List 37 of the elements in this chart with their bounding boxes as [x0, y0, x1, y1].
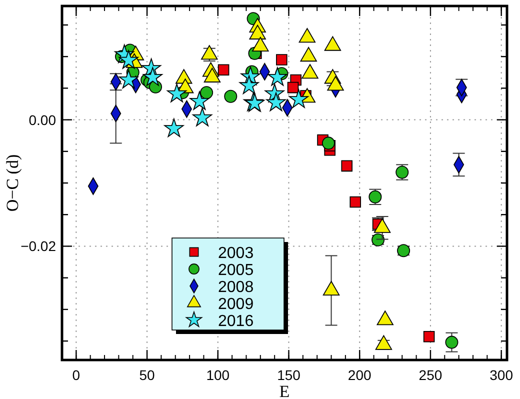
- x-tick-label: 0: [72, 367, 80, 383]
- x-tick-label: 100: [206, 367, 230, 383]
- point: [218, 64, 230, 76]
- point: [350, 196, 362, 208]
- point: [423, 330, 435, 342]
- point: [167, 84, 187, 102]
- legend-label: 2016: [218, 313, 254, 330]
- point: [322, 136, 335, 150]
- legend-label: 2008: [218, 279, 254, 296]
- x-axis-title: E: [279, 382, 290, 399]
- y-axis-title: O−C (d): [3, 154, 22, 212]
- point: [276, 54, 288, 66]
- legend-label: 2009: [218, 296, 254, 313]
- point: [266, 92, 286, 112]
- point: [288, 89, 308, 108]
- point: [118, 70, 138, 88]
- point: [142, 67, 162, 86]
- legend-label: 2003: [218, 245, 254, 262]
- point: [239, 75, 259, 94]
- x-tick-label: 200: [348, 367, 372, 383]
- x-tick-label: 50: [139, 367, 156, 383]
- point: [445, 336, 458, 349]
- y-tick-label: 0.00: [28, 112, 56, 128]
- point: [192, 108, 212, 126]
- point: [200, 86, 214, 100]
- x-tick-label: 150: [277, 367, 301, 383]
- point: [164, 118, 184, 138]
- x-tick-label: 300: [490, 367, 514, 383]
- point: [341, 160, 353, 172]
- point: [118, 50, 138, 69]
- point: [190, 91, 210, 110]
- x-tick-label: 250: [418, 367, 442, 383]
- legend-label: 2005: [218, 262, 254, 279]
- point: [287, 82, 299, 94]
- point: [268, 67, 288, 86]
- y-tick-label: −0.02: [20, 238, 56, 254]
- point: [224, 90, 238, 103]
